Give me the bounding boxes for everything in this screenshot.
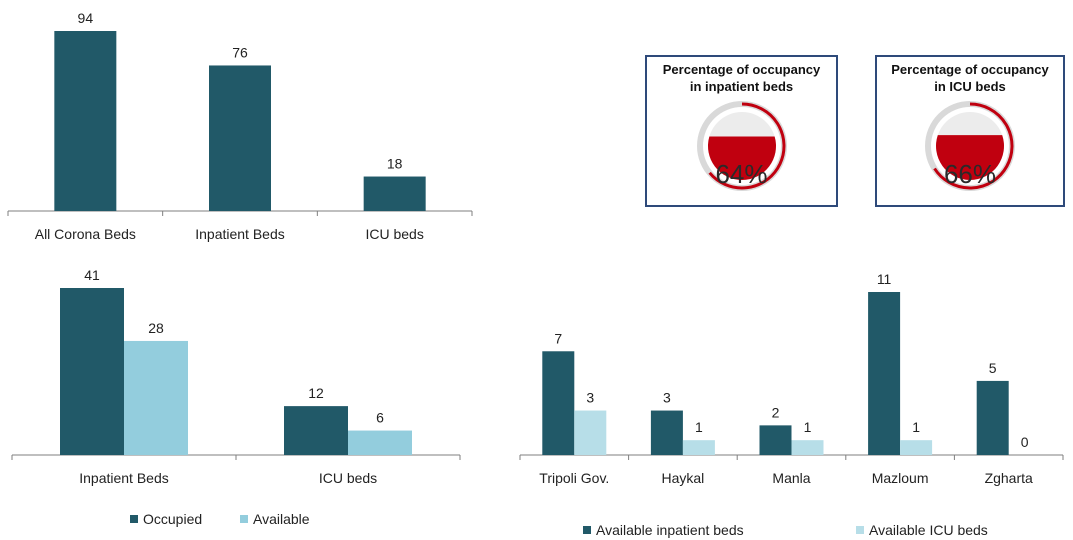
category-label: All Corona Beds: [35, 226, 136, 242]
data-label: 6: [376, 410, 384, 426]
data-label: 2: [772, 404, 780, 420]
bar: [759, 425, 792, 455]
bar: [574, 410, 607, 455]
data-label: 3: [586, 390, 594, 406]
gauge-title: Percentage of occupancy in ICU beds: [877, 61, 1063, 95]
legend-label: Available ICU beds: [869, 522, 988, 538]
data-label: 94: [78, 10, 94, 26]
bar: [682, 440, 715, 455]
bar: [542, 351, 575, 455]
data-label: 12: [308, 385, 324, 401]
gauge-progress-arc: [933, 102, 1014, 190]
gauge-percent: 66%: [943, 159, 997, 189]
bar: [868, 292, 901, 455]
gauge-title-line2: in ICU beds: [934, 79, 1006, 94]
legend-label: Available inpatient beds: [596, 522, 744, 538]
legend-swatch: [240, 515, 248, 523]
legend-label: Occupied: [143, 511, 202, 527]
bar: [650, 410, 683, 455]
gauge-title-line2: in inpatient beds: [689, 79, 794, 94]
gauge-title-line1: Percentage of occupancy: [662, 62, 821, 77]
gauge-progress-arc: [707, 102, 785, 190]
bar: [976, 380, 1009, 455]
bar: [124, 340, 188, 455]
data-label: 11: [877, 271, 892, 287]
inpatient-occupancy-gauge: Percentage of occupancy in inpatient bed…: [645, 55, 838, 207]
data-label: 41: [84, 267, 100, 283]
gauge-title-line1: Percentage of occupancy: [891, 62, 1049, 77]
bar: [284, 406, 348, 455]
data-label: 28: [148, 320, 164, 336]
category-label: Manla: [772, 470, 810, 486]
legend-label: Available: [253, 511, 310, 527]
gauge-fill: [707, 136, 776, 180]
data-label: 5: [989, 360, 997, 376]
category-label: ICU beds: [319, 470, 377, 486]
bar: [60, 288, 124, 455]
category-label: Haykal: [662, 470, 705, 486]
category-label: Inpatient Beds: [195, 226, 285, 242]
data-label: 7: [554, 330, 562, 346]
gauge-dial: [696, 101, 787, 191]
gauge-percent: 64%: [715, 159, 768, 189]
bar: [209, 65, 271, 212]
legend-swatch: [130, 515, 138, 523]
category-label: Tripoli Gov.: [539, 470, 609, 486]
category-label: ICU beds: [365, 226, 423, 242]
category-label: Zgharta: [985, 470, 1033, 486]
icu-occupancy-gauge: Percentage of occupancy in ICU beds 66%: [875, 55, 1065, 207]
gauge-dial: [925, 101, 1015, 191]
legend-swatch: [583, 526, 591, 534]
data-label: 76: [232, 44, 248, 60]
legend-swatch: [856, 526, 864, 534]
bar: [900, 440, 933, 455]
data-label: 18: [387, 156, 403, 172]
bar: [363, 176, 426, 211]
bar: [791, 440, 824, 455]
data-label: 1: [804, 419, 812, 435]
bar: [54, 31, 117, 211]
bar: [348, 430, 412, 455]
gauge-title: Percentage of occupancy in inpatient bed…: [647, 61, 836, 95]
data-label: 0: [1021, 434, 1029, 450]
data-label: 3: [663, 390, 671, 406]
data-label: 1: [912, 419, 920, 435]
gauge-fill: [936, 135, 1004, 180]
data-label: 1: [695, 419, 703, 435]
category-label: Mazloum: [872, 470, 929, 486]
category-label: Inpatient Beds: [79, 470, 169, 486]
